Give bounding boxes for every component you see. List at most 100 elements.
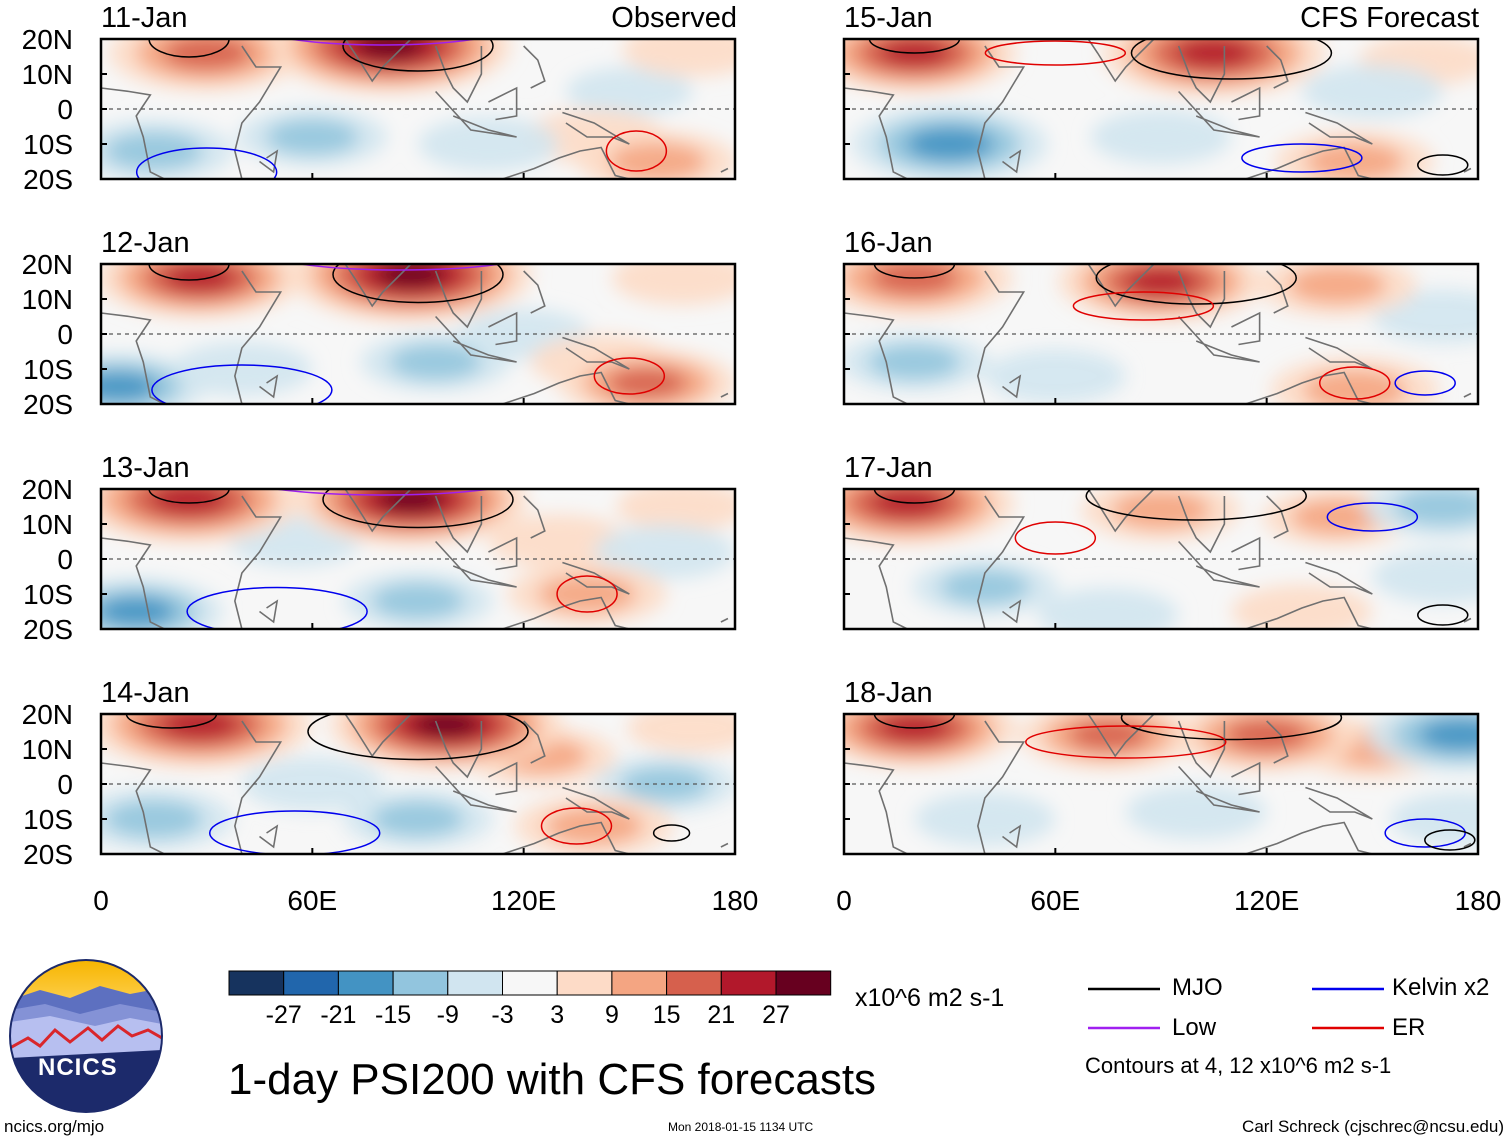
lon-tick-label: 120E	[1234, 885, 1299, 916]
fc-date-4: 18-Jan	[844, 677, 933, 709]
coastline	[1072, 39, 1155, 83]
lat-tick-label: 20N	[22, 24, 73, 55]
anomaly-blob	[377, 489, 445, 513]
colorbar-label: -27	[266, 1001, 302, 1029]
contour-line	[605, 130, 668, 172]
lon-tick-label: 0	[93, 885, 109, 916]
contour-line	[1326, 502, 1419, 532]
panel-14-Jan	[99, 712, 737, 856]
coastline	[435, 315, 517, 363]
colorbar-label: -9	[437, 1001, 459, 1029]
contour-line	[148, 264, 230, 281]
contour-line	[873, 489, 956, 504]
coastline	[502, 596, 630, 629]
contour-note: Contours at 4, 12 x10^6 m2 s-1	[1085, 1053, 1392, 1078]
contour-line	[125, 714, 218, 729]
anomaly-blob	[150, 489, 228, 515]
coastline	[1245, 821, 1373, 854]
lat-tick-label: 10S	[23, 804, 73, 835]
anomaly-blob	[565, 67, 693, 116]
coastline	[1463, 842, 1472, 848]
anomaly-blob	[870, 264, 958, 295]
colorbar-label: 15	[653, 1001, 681, 1029]
forecast-label: CFS Forecast	[1300, 2, 1479, 34]
colorbar-box	[228, 970, 285, 996]
coastline	[1305, 336, 1373, 370]
logo-ring	[9, 959, 163, 1113]
colorbar-label: -21	[320, 1001, 356, 1029]
coastline	[488, 536, 518, 571]
coastline	[101, 762, 165, 854]
contour-line	[1014, 521, 1097, 555]
coastline	[502, 821, 630, 854]
coastline	[1178, 765, 1260, 813]
anomaly-blob	[1231, 584, 1373, 629]
contour-line	[1384, 818, 1466, 848]
anomaly-blob	[355, 39, 425, 60]
anomaly-blob	[1288, 266, 1387, 304]
coastline	[502, 371, 630, 404]
contour-line	[151, 364, 333, 404]
contour-line	[873, 714, 956, 729]
contour-line	[135, 147, 278, 179]
anomaly-blob	[984, 348, 1126, 404]
coastline	[434, 495, 483, 554]
contour-line	[322, 489, 514, 529]
contour-line	[295, 264, 506, 271]
anomaly-blob	[1037, 587, 1179, 629]
lat-tick-label: 20S	[23, 614, 73, 645]
coastline	[562, 336, 630, 370]
lat-tick-label: 20S	[23, 164, 73, 195]
coastline	[1178, 540, 1260, 588]
coastline	[977, 495, 1026, 629]
anomaly-blob	[1225, 718, 1309, 752]
site-link[interactable]: ncics.org/mjo	[4, 1117, 105, 1136]
coastline	[1072, 264, 1155, 308]
obs-date-1: 11-Jan	[101, 2, 188, 34]
coastline	[523, 45, 546, 89]
anomaly-blob	[412, 714, 480, 738]
coastline	[259, 149, 279, 174]
coastline	[562, 786, 630, 820]
contour-line	[868, 39, 961, 54]
anomaly-blob	[1090, 109, 1232, 165]
anomaly-blob	[545, 807, 644, 845]
anomaly-blob	[1393, 489, 1478, 526]
anomaly-blob	[488, 514, 630, 569]
coastline	[1266, 720, 1289, 764]
obs-date-2: 12-Jan	[101, 227, 190, 259]
colorbar-label: 21	[707, 1001, 735, 1029]
anomaly-blob	[1290, 499, 1384, 535]
coastline	[1305, 786, 1373, 820]
coastline	[259, 374, 279, 399]
contour-line	[307, 714, 529, 761]
fc-date-3: 17-Jan	[844, 452, 933, 484]
contour-line	[1025, 725, 1227, 759]
panel-18-Jan	[842, 712, 1480, 856]
lat-tick-label: 10N	[22, 59, 73, 90]
coastline	[1245, 146, 1373, 179]
coastline	[329, 489, 412, 533]
coastline	[1463, 617, 1472, 623]
anomaly-blob	[171, 341, 313, 397]
colorbar-box	[392, 970, 449, 996]
lat-tick-label: 10N	[22, 734, 73, 765]
anomaly-blob	[266, 119, 359, 155]
anomaly-blob	[371, 801, 465, 837]
contour-line	[1130, 39, 1333, 80]
anomaly-blob	[914, 791, 1056, 847]
lat-tick-label: 0	[57, 319, 73, 350]
coastline	[1002, 374, 1022, 399]
colorbar-label: -15	[375, 1001, 411, 1029]
coastline	[488, 761, 518, 796]
lon-tick-label: 120E	[491, 885, 556, 916]
colorbar-label: 27	[762, 1001, 790, 1029]
coastline	[435, 90, 517, 138]
colorbar-box	[283, 970, 339, 996]
lon-tick-label: 60E	[1030, 885, 1080, 916]
anomaly-blob	[160, 714, 239, 740]
coastline	[523, 720, 546, 764]
coastline	[1266, 270, 1289, 314]
coastline	[844, 537, 908, 629]
contour-line	[148, 489, 230, 504]
